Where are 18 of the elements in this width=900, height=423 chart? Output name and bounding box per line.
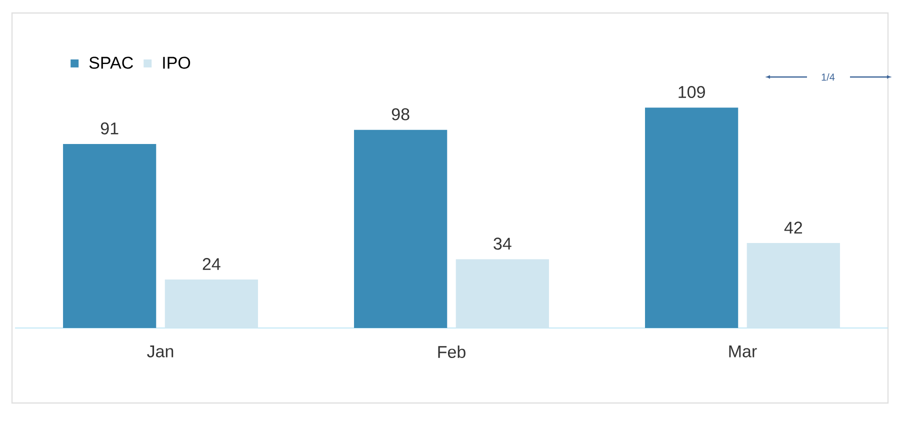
data-label: 34 [494,238,512,250]
data-label: 91 [100,122,118,134]
bar [164,279,258,328]
data-label: 24 [202,258,220,270]
x-tick-label: Feb [438,346,466,358]
bar [645,108,738,328]
legend-label: SPAC [89,56,133,69]
data-label: 42 [784,222,802,234]
x-tick-label: Jan [147,346,174,358]
data-label: 98 [392,108,410,120]
legend-label: IPO [163,56,190,69]
data-label: 109 [678,86,705,98]
text: 1/4 [822,73,835,81]
bar [456,259,549,328]
bar [746,243,840,328]
bar [63,144,156,328]
bar [354,130,448,328]
x-tick-label: Mar [729,346,757,358]
